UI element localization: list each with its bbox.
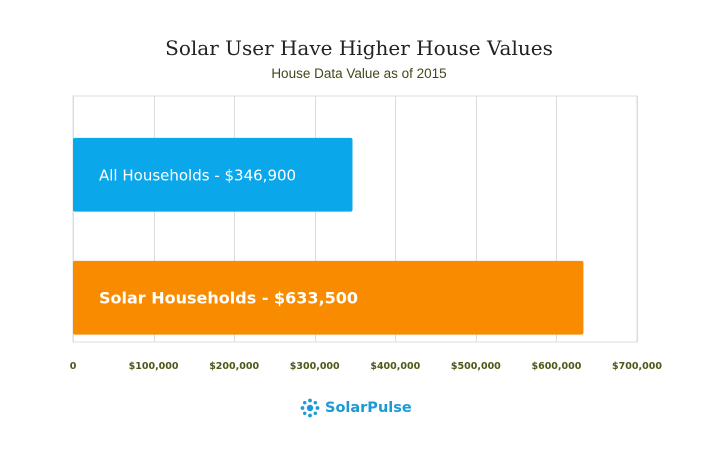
bar (73, 137, 353, 212)
brand-logo: SolarPulse (300, 397, 412, 419)
x-tick-label: $600,000 (531, 361, 581, 372)
x-tick-label: $400,000 (370, 361, 420, 372)
chart-subtitle: House Data Value as of 2015 (271, 66, 447, 81)
x-tick-label: $700,000 (612, 361, 662, 372)
x-tick-label: $500,000 (451, 361, 501, 372)
brand-name: SolarPulse (325, 400, 412, 416)
bar (73, 260, 584, 335)
bar-data-label: Solar Households - $633,500 (99, 289, 358, 308)
bar-data-label: All Households - $346,900 (99, 167, 296, 185)
sun-icon (300, 398, 320, 418)
x-tick-label: 0 (70, 361, 77, 372)
x-tick-label: $300,000 (290, 361, 340, 372)
chart-title: Solar User Have Higher House Values (165, 36, 553, 60)
x-tick-label: $200,000 (209, 361, 259, 372)
x-tick-label: $100,000 (129, 361, 179, 372)
